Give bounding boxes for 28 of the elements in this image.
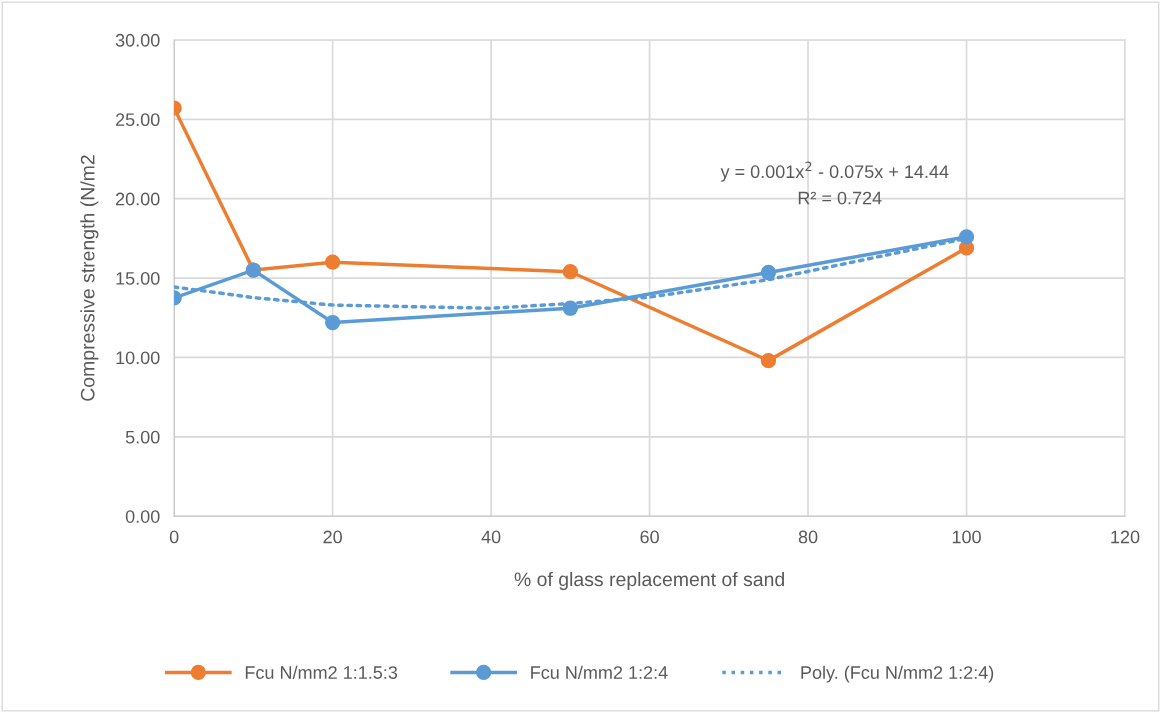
y-tick-label: 30.00 xyxy=(115,33,160,47)
y-tick-label: 5.00 xyxy=(125,430,160,444)
x-tick-label: 80 xyxy=(798,530,818,544)
annotation: y = 0.001x$^{2}$ - 0.075x + 14.44 xyxy=(720,161,949,182)
point xyxy=(760,352,777,369)
x-axis-title: % of glass replacement of sand xyxy=(514,571,784,591)
point xyxy=(324,314,341,331)
x-tick-label: 60 xyxy=(640,530,659,544)
y-tick-label: 15.00 xyxy=(116,272,160,285)
legend-label: Fcu N/mm2 1:2:4 xyxy=(531,665,668,679)
x-tick-label: 0 xyxy=(169,530,179,544)
point xyxy=(562,264,578,280)
y-tick-label: 20.00 xyxy=(115,192,160,206)
point xyxy=(760,264,777,281)
x-tick-label: 40 xyxy=(481,530,501,544)
point xyxy=(958,229,975,245)
legend-label: Poly. (Fcu N/mm2 1:2:4) xyxy=(801,665,994,683)
y-axis-title: Compressive strength (N/m2 xyxy=(80,155,99,401)
y-tick-label: 10.00 xyxy=(116,351,160,365)
point xyxy=(324,254,341,270)
x-tick-label: 120 xyxy=(1111,530,1140,544)
y-tick-label: 0.00 xyxy=(125,510,160,523)
x-tick-label: 100 xyxy=(952,530,981,544)
point xyxy=(562,300,578,316)
annotation: R² = 0.724 xyxy=(798,191,882,205)
legend-label: Fcu N/mm2 1:1.5:3 xyxy=(245,665,398,679)
y-tick-label: 25.00 xyxy=(115,113,160,127)
x-tick-label: 20 xyxy=(323,530,342,544)
